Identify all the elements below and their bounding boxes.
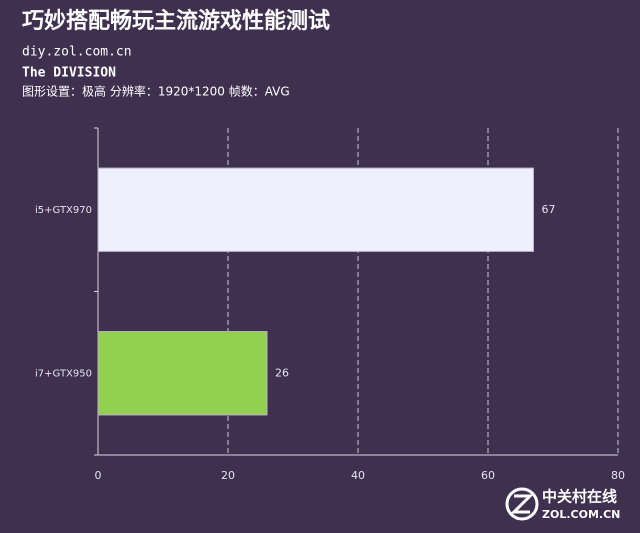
x-tick-label: 40 xyxy=(351,469,365,482)
settings-text: 图形设置：极高 分辨率：1920*1200 帧数：AVG xyxy=(22,84,290,99)
chart-subtitle: diy.zol.com.cn xyxy=(22,45,132,60)
watermark-name: 中关村在线 xyxy=(542,488,617,506)
bar xyxy=(97,331,268,416)
x-tick-label: 60 xyxy=(481,469,495,482)
value-label: 67 xyxy=(542,203,556,216)
bar xyxy=(97,167,534,252)
x-tick-label: 0 xyxy=(95,469,102,482)
watermark-site: ZOL.COM.CN xyxy=(542,508,620,521)
y-tick-label: i5+GTX970 xyxy=(35,205,92,216)
chart-title: 巧妙搭配畅玩主流游戏性能测试 xyxy=(22,8,330,34)
watermark-logo-z xyxy=(510,494,534,514)
value-label: 26 xyxy=(275,366,289,379)
x-tick-label: 80 xyxy=(611,469,625,482)
y-tick-label: i7+GTX950 xyxy=(35,368,92,379)
x-tick-label: 20 xyxy=(221,469,235,482)
watermark: 中关村在线 ZOL.COM.CN xyxy=(505,487,620,521)
watermark-logo xyxy=(505,487,539,521)
game-name: The DIVISION xyxy=(22,66,116,81)
